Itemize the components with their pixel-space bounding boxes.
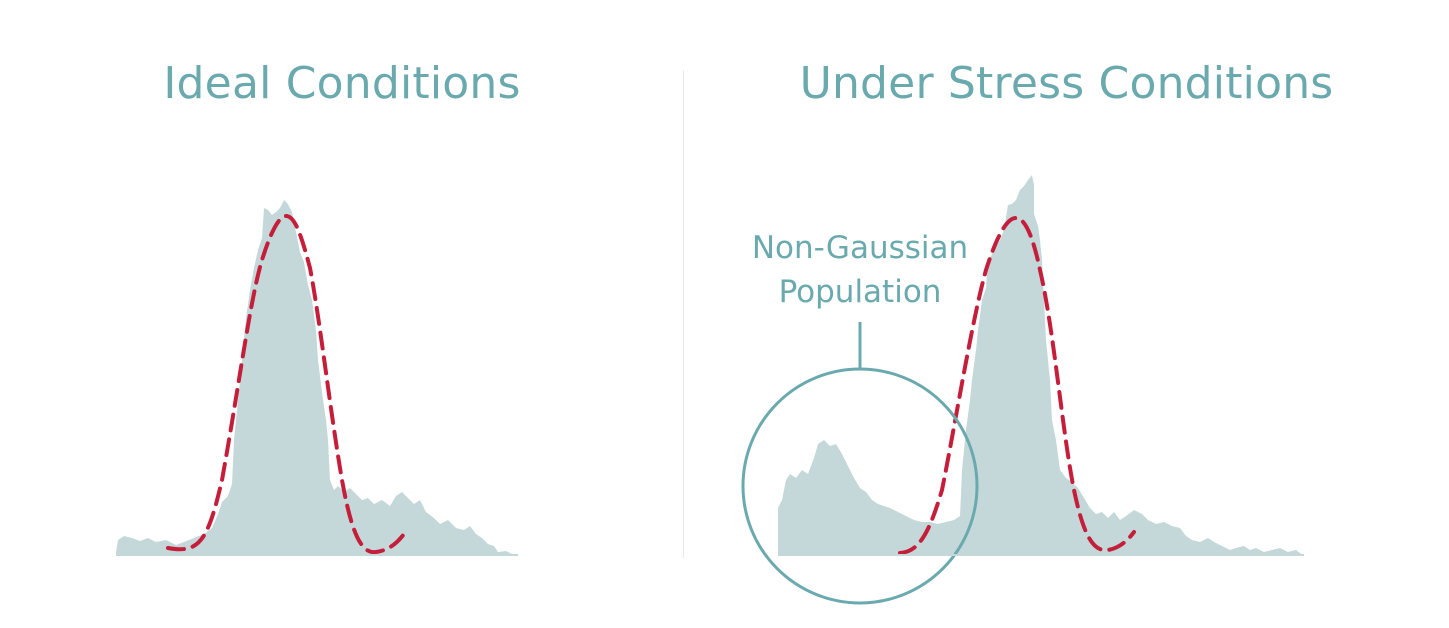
stress-histogram [778, 175, 1304, 556]
stress-conditions-title: Under Stress Conditions [799, 58, 1334, 109]
non-gaussian-label: Non-Gaussian Population [730, 226, 990, 314]
panel-divider [683, 70, 684, 558]
ideal-histogram [116, 200, 518, 556]
ideal-conditions-title: Ideal Conditions [163, 58, 521, 109]
annotation-line-1: Non-Gaussian [751, 230, 969, 266]
stress-gaussian-fit [898, 215, 1136, 555]
annotation-line-2: Population [778, 274, 942, 310]
ideal-gaussian-fit [166, 213, 406, 555]
